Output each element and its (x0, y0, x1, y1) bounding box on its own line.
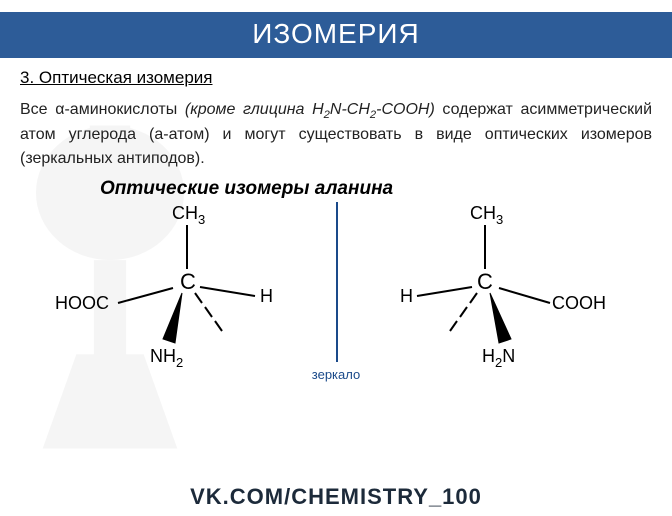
mirror-line (336, 202, 338, 362)
svg-text:COOH: COOH (552, 293, 606, 313)
svg-text:H2N: H2N (482, 346, 515, 367)
svg-text:H: H (400, 286, 413, 306)
svg-text:CH3: CH3 (470, 203, 503, 227)
svg-text:HOOC: HOOC (55, 293, 109, 313)
optical-isomers-diagram: зеркало C CH3 HOOC H NH2 C (20, 192, 652, 387)
description-paragraph: Все α-аминокислоты (кроме глицина H2N-CH… (20, 98, 652, 170)
svg-text:CH3: CH3 (172, 203, 205, 227)
section-subtitle: 3. Оптическая изомерия (20, 68, 652, 88)
svg-text:H: H (260, 286, 273, 306)
svg-text:NH2: NH2 (150, 346, 183, 367)
svg-text:C: C (477, 269, 493, 294)
page-title: ИЗОМЕРИЯ (0, 12, 672, 58)
footer-link: VK.COM/CHEMISTRY_100 (0, 484, 672, 516)
content-area: 3. Оптическая изомерия Все α-аминокислот… (0, 68, 672, 387)
svg-text:C: C (180, 269, 196, 294)
molecule-left: C CH3 HOOC H NH2 (50, 197, 320, 367)
molecule-right: C CH3 H COOH H2N (352, 197, 622, 367)
mirror-label: зеркало (312, 367, 360, 382)
